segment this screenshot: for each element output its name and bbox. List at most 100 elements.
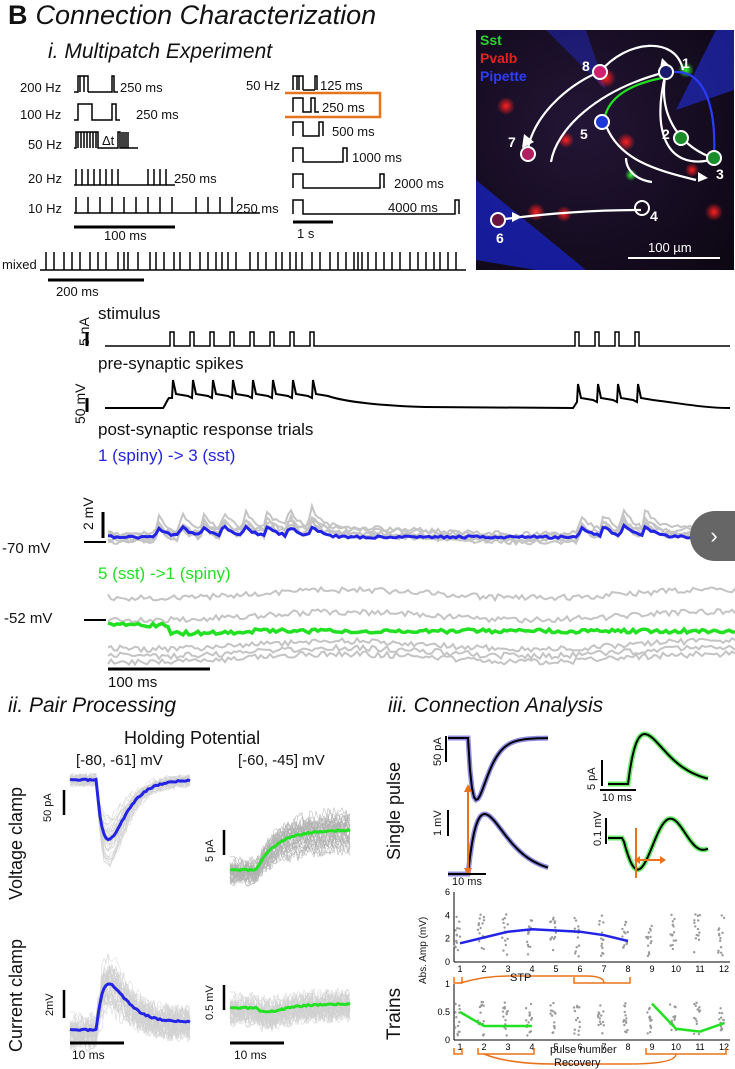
single-trial-trace (69, 780, 191, 868)
right-scale-label: 1 s (297, 226, 315, 241)
single-trial-trace (229, 1004, 351, 1029)
trains-x-tick: 7 (601, 964, 606, 974)
trains-dot (600, 914, 604, 917)
trains-dot (577, 1033, 580, 1037)
sp-tr-scale: 5 pA (586, 767, 598, 790)
row1-label: Voltage clamp (6, 786, 26, 900)
trains-x-tick: 6 (577, 1042, 582, 1052)
trains-dot (719, 1016, 723, 1019)
trains-dot (622, 945, 625, 949)
trains-dot (597, 1023, 600, 1027)
trains-dot (672, 1015, 675, 1019)
single-trial-trace (229, 829, 351, 886)
trains-x-tick: 3 (505, 964, 510, 974)
trains-dot (624, 1002, 627, 1005)
trains-dot (524, 1019, 528, 1022)
pair1-label: 1 (spiny) -> 3 (sst) (98, 446, 236, 465)
trains-dot (623, 1010, 626, 1014)
trains-x-tick: 5 (553, 1042, 558, 1052)
left-scale-label: 100 ms (104, 228, 147, 243)
single-trial-trace (69, 991, 191, 1051)
trains-dot (458, 1030, 461, 1033)
trains-dot (649, 1024, 652, 1027)
trains-dot (698, 931, 701, 934)
single-pulse-trace (608, 731, 709, 787)
trains-dot (649, 1016, 652, 1019)
trains-dot (695, 1022, 698, 1026)
trains-dot (623, 1005, 627, 1008)
pair1-holding: -70 mV (2, 540, 51, 557)
trains-dot (551, 1009, 554, 1013)
micrograph-image: Sst Pvalb Pipette 1 2 3 4 5 6 7 8 100 µm (476, 30, 734, 270)
protocol-int-50: Δt (102, 133, 115, 148)
trains-dot (578, 1006, 581, 1009)
trains-dot (719, 937, 722, 940)
row2-label: Current clamp (6, 938, 26, 1052)
trains-y-tick: 0.5 (437, 1007, 450, 1017)
single-trial-trace (229, 1002, 351, 1027)
trains-x-tick: 12 (719, 964, 729, 974)
trains-dot (458, 1004, 461, 1007)
single-trial-trace (229, 814, 351, 876)
trains-dot (527, 925, 531, 928)
next-arrow-button[interactable]: › (690, 511, 735, 561)
trains-x-tick: 9 (649, 964, 654, 974)
single-trial-trace (69, 773, 191, 842)
trains-dot (456, 927, 459, 930)
chevron-right-icon: › (710, 523, 718, 548)
pair1-trial-trace (107, 502, 735, 538)
trains-dot (481, 922, 484, 925)
single-trial-trace (69, 776, 191, 835)
trains-dot (695, 933, 698, 937)
cell-label-2: 2 (662, 126, 670, 142)
trains-dot (650, 924, 653, 928)
trains-dot (621, 935, 624, 938)
single-trial-trace (69, 779, 191, 852)
trains-dot (551, 948, 555, 952)
trains-dot (694, 925, 697, 928)
trains-dot (695, 1020, 698, 1023)
trains-y-tick: 4 (445, 910, 450, 920)
right-protocol-2000: 2000 ms (394, 176, 444, 191)
trains-dot (718, 1018, 721, 1021)
recovery-bracket (483, 1053, 677, 1065)
trains-dot (554, 931, 558, 934)
trains-dot (479, 913, 482, 916)
trains-dot (646, 937, 650, 940)
holding-potential-header: Holding Potential (124, 728, 261, 748)
trains-dot (646, 944, 650, 947)
single-trial-trace (229, 838, 351, 881)
trains-dot (717, 928, 720, 932)
single-trial-trace (229, 1004, 351, 1030)
single-trial-trace (229, 989, 351, 1012)
trains-dot (573, 916, 576, 920)
section-iii-title: iii. Connection Analysis (388, 694, 604, 717)
trains-dot (597, 1015, 600, 1019)
trains-label: Trains (384, 987, 405, 1040)
trains-dot (455, 934, 458, 937)
trains-dot (626, 930, 629, 934)
protocol-freq-50: 50 Hz (28, 137, 62, 152)
panel-letter: B (8, 0, 28, 30)
trains-dot (526, 953, 530, 956)
trains-dot (600, 931, 604, 934)
trains-x-tick: 2 (481, 964, 486, 974)
single-trial-trace (69, 1001, 191, 1052)
single-trial-trace (229, 813, 351, 876)
trains-dot (601, 1032, 604, 1035)
single-trial-trace (229, 996, 350, 1020)
trains-dot (599, 937, 603, 940)
bracket (645, 1048, 727, 1055)
trains-dot (599, 1014, 603, 1017)
single-trial-trace (69, 974, 191, 1031)
recovery-label: Recovery (554, 1057, 601, 1069)
trains-dot (503, 926, 506, 929)
trains-y-tick: 0 (445, 957, 450, 967)
trains-dot (501, 936, 504, 939)
trains-dot (672, 931, 676, 934)
single-pulse-trace (448, 735, 548, 804)
post-traces (84, 502, 735, 671)
trains-dot (624, 921, 628, 924)
single-trial-trace (229, 990, 351, 1017)
trains-dot (598, 1020, 602, 1023)
